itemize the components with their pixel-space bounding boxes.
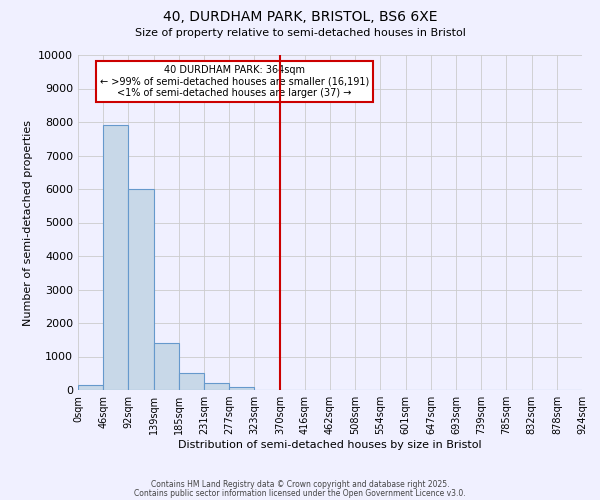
Bar xyxy=(179,373,204,390)
Bar xyxy=(78,385,103,390)
Text: 40, DURDHAM PARK, BRISTOL, BS6 6XE: 40, DURDHAM PARK, BRISTOL, BS6 6XE xyxy=(163,10,437,24)
Text: Contains public sector information licensed under the Open Government Licence v3: Contains public sector information licen… xyxy=(134,489,466,498)
Bar xyxy=(229,386,254,390)
Text: Size of property relative to semi-detached houses in Bristol: Size of property relative to semi-detach… xyxy=(134,28,466,38)
Bar xyxy=(154,343,179,390)
Text: Contains HM Land Registry data © Crown copyright and database right 2025.: Contains HM Land Registry data © Crown c… xyxy=(151,480,449,489)
X-axis label: Distribution of semi-detached houses by size in Bristol: Distribution of semi-detached houses by … xyxy=(178,440,482,450)
Bar xyxy=(204,384,229,390)
Bar xyxy=(128,189,154,390)
Bar xyxy=(103,126,128,390)
Y-axis label: Number of semi-detached properties: Number of semi-detached properties xyxy=(23,120,32,326)
Text: 40 DURDHAM PARK: 364sqm
← >99% of semi-detached houses are smaller (16,191)
<1% : 40 DURDHAM PARK: 364sqm ← >99% of semi-d… xyxy=(100,65,369,98)
